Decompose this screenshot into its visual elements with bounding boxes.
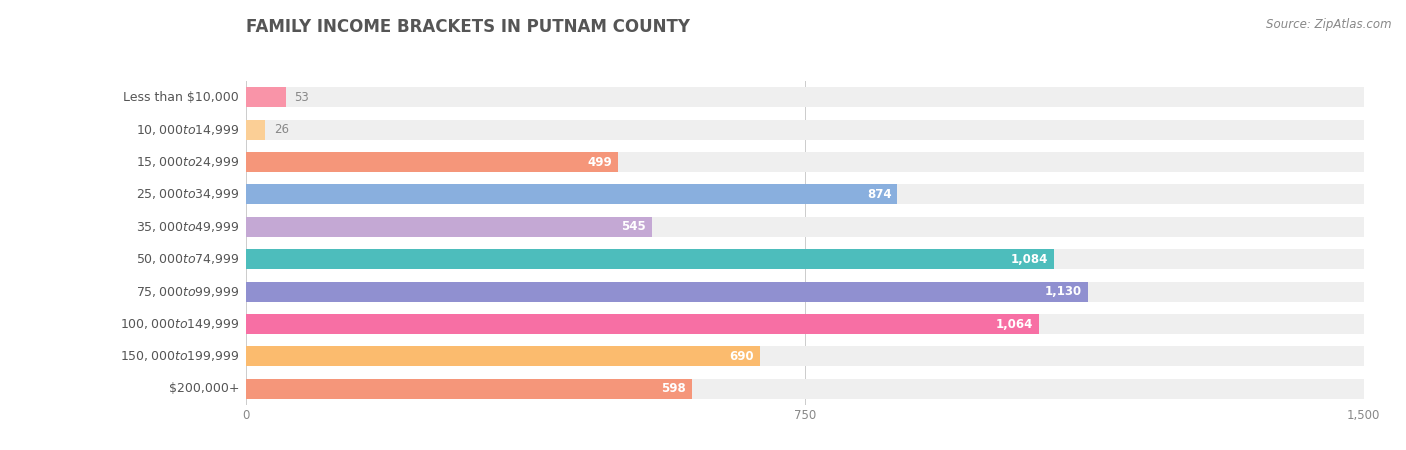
Bar bbox=[246, 346, 1364, 366]
Bar bbox=[246, 184, 897, 204]
Bar bbox=[246, 314, 1039, 334]
Bar bbox=[246, 346, 761, 366]
Bar bbox=[246, 87, 1364, 107]
Text: $10,000 to $14,999: $10,000 to $14,999 bbox=[135, 122, 239, 137]
Text: FAMILY INCOME BRACKETS IN PUTNAM COUNTY: FAMILY INCOME BRACKETS IN PUTNAM COUNTY bbox=[246, 18, 690, 36]
Text: $50,000 to $74,999: $50,000 to $74,999 bbox=[135, 252, 239, 266]
Bar bbox=[246, 152, 617, 172]
Text: $100,000 to $149,999: $100,000 to $149,999 bbox=[120, 317, 239, 331]
Text: 1,130: 1,130 bbox=[1045, 285, 1083, 298]
Bar bbox=[246, 152, 1364, 172]
Bar bbox=[246, 282, 1364, 302]
Bar bbox=[246, 379, 1364, 399]
Text: $35,000 to $49,999: $35,000 to $49,999 bbox=[135, 220, 239, 234]
Text: 1,064: 1,064 bbox=[995, 318, 1033, 330]
Bar bbox=[246, 217, 652, 237]
Text: 499: 499 bbox=[588, 156, 612, 168]
Text: $200,000+: $200,000+ bbox=[169, 382, 239, 395]
Bar bbox=[246, 120, 266, 140]
Bar bbox=[246, 249, 1054, 269]
Text: 26: 26 bbox=[274, 123, 290, 136]
Text: 874: 874 bbox=[866, 188, 891, 201]
Text: 690: 690 bbox=[730, 350, 754, 363]
Bar bbox=[246, 314, 1364, 334]
Text: Source: ZipAtlas.com: Source: ZipAtlas.com bbox=[1267, 18, 1392, 31]
Bar bbox=[246, 379, 692, 399]
Text: 1,084: 1,084 bbox=[1011, 253, 1047, 266]
Bar bbox=[246, 184, 1364, 204]
Bar bbox=[246, 87, 285, 107]
Text: $75,000 to $99,999: $75,000 to $99,999 bbox=[135, 284, 239, 299]
Text: 53: 53 bbox=[294, 91, 309, 104]
Bar bbox=[246, 282, 1088, 302]
Text: $150,000 to $199,999: $150,000 to $199,999 bbox=[120, 349, 239, 364]
Bar bbox=[246, 120, 1364, 140]
Text: $25,000 to $34,999: $25,000 to $34,999 bbox=[135, 187, 239, 202]
Text: 545: 545 bbox=[621, 220, 647, 233]
Bar bbox=[246, 217, 1364, 237]
Text: 598: 598 bbox=[661, 382, 686, 395]
Text: $15,000 to $24,999: $15,000 to $24,999 bbox=[135, 155, 239, 169]
Text: Less than $10,000: Less than $10,000 bbox=[124, 91, 239, 104]
Bar bbox=[246, 249, 1364, 269]
